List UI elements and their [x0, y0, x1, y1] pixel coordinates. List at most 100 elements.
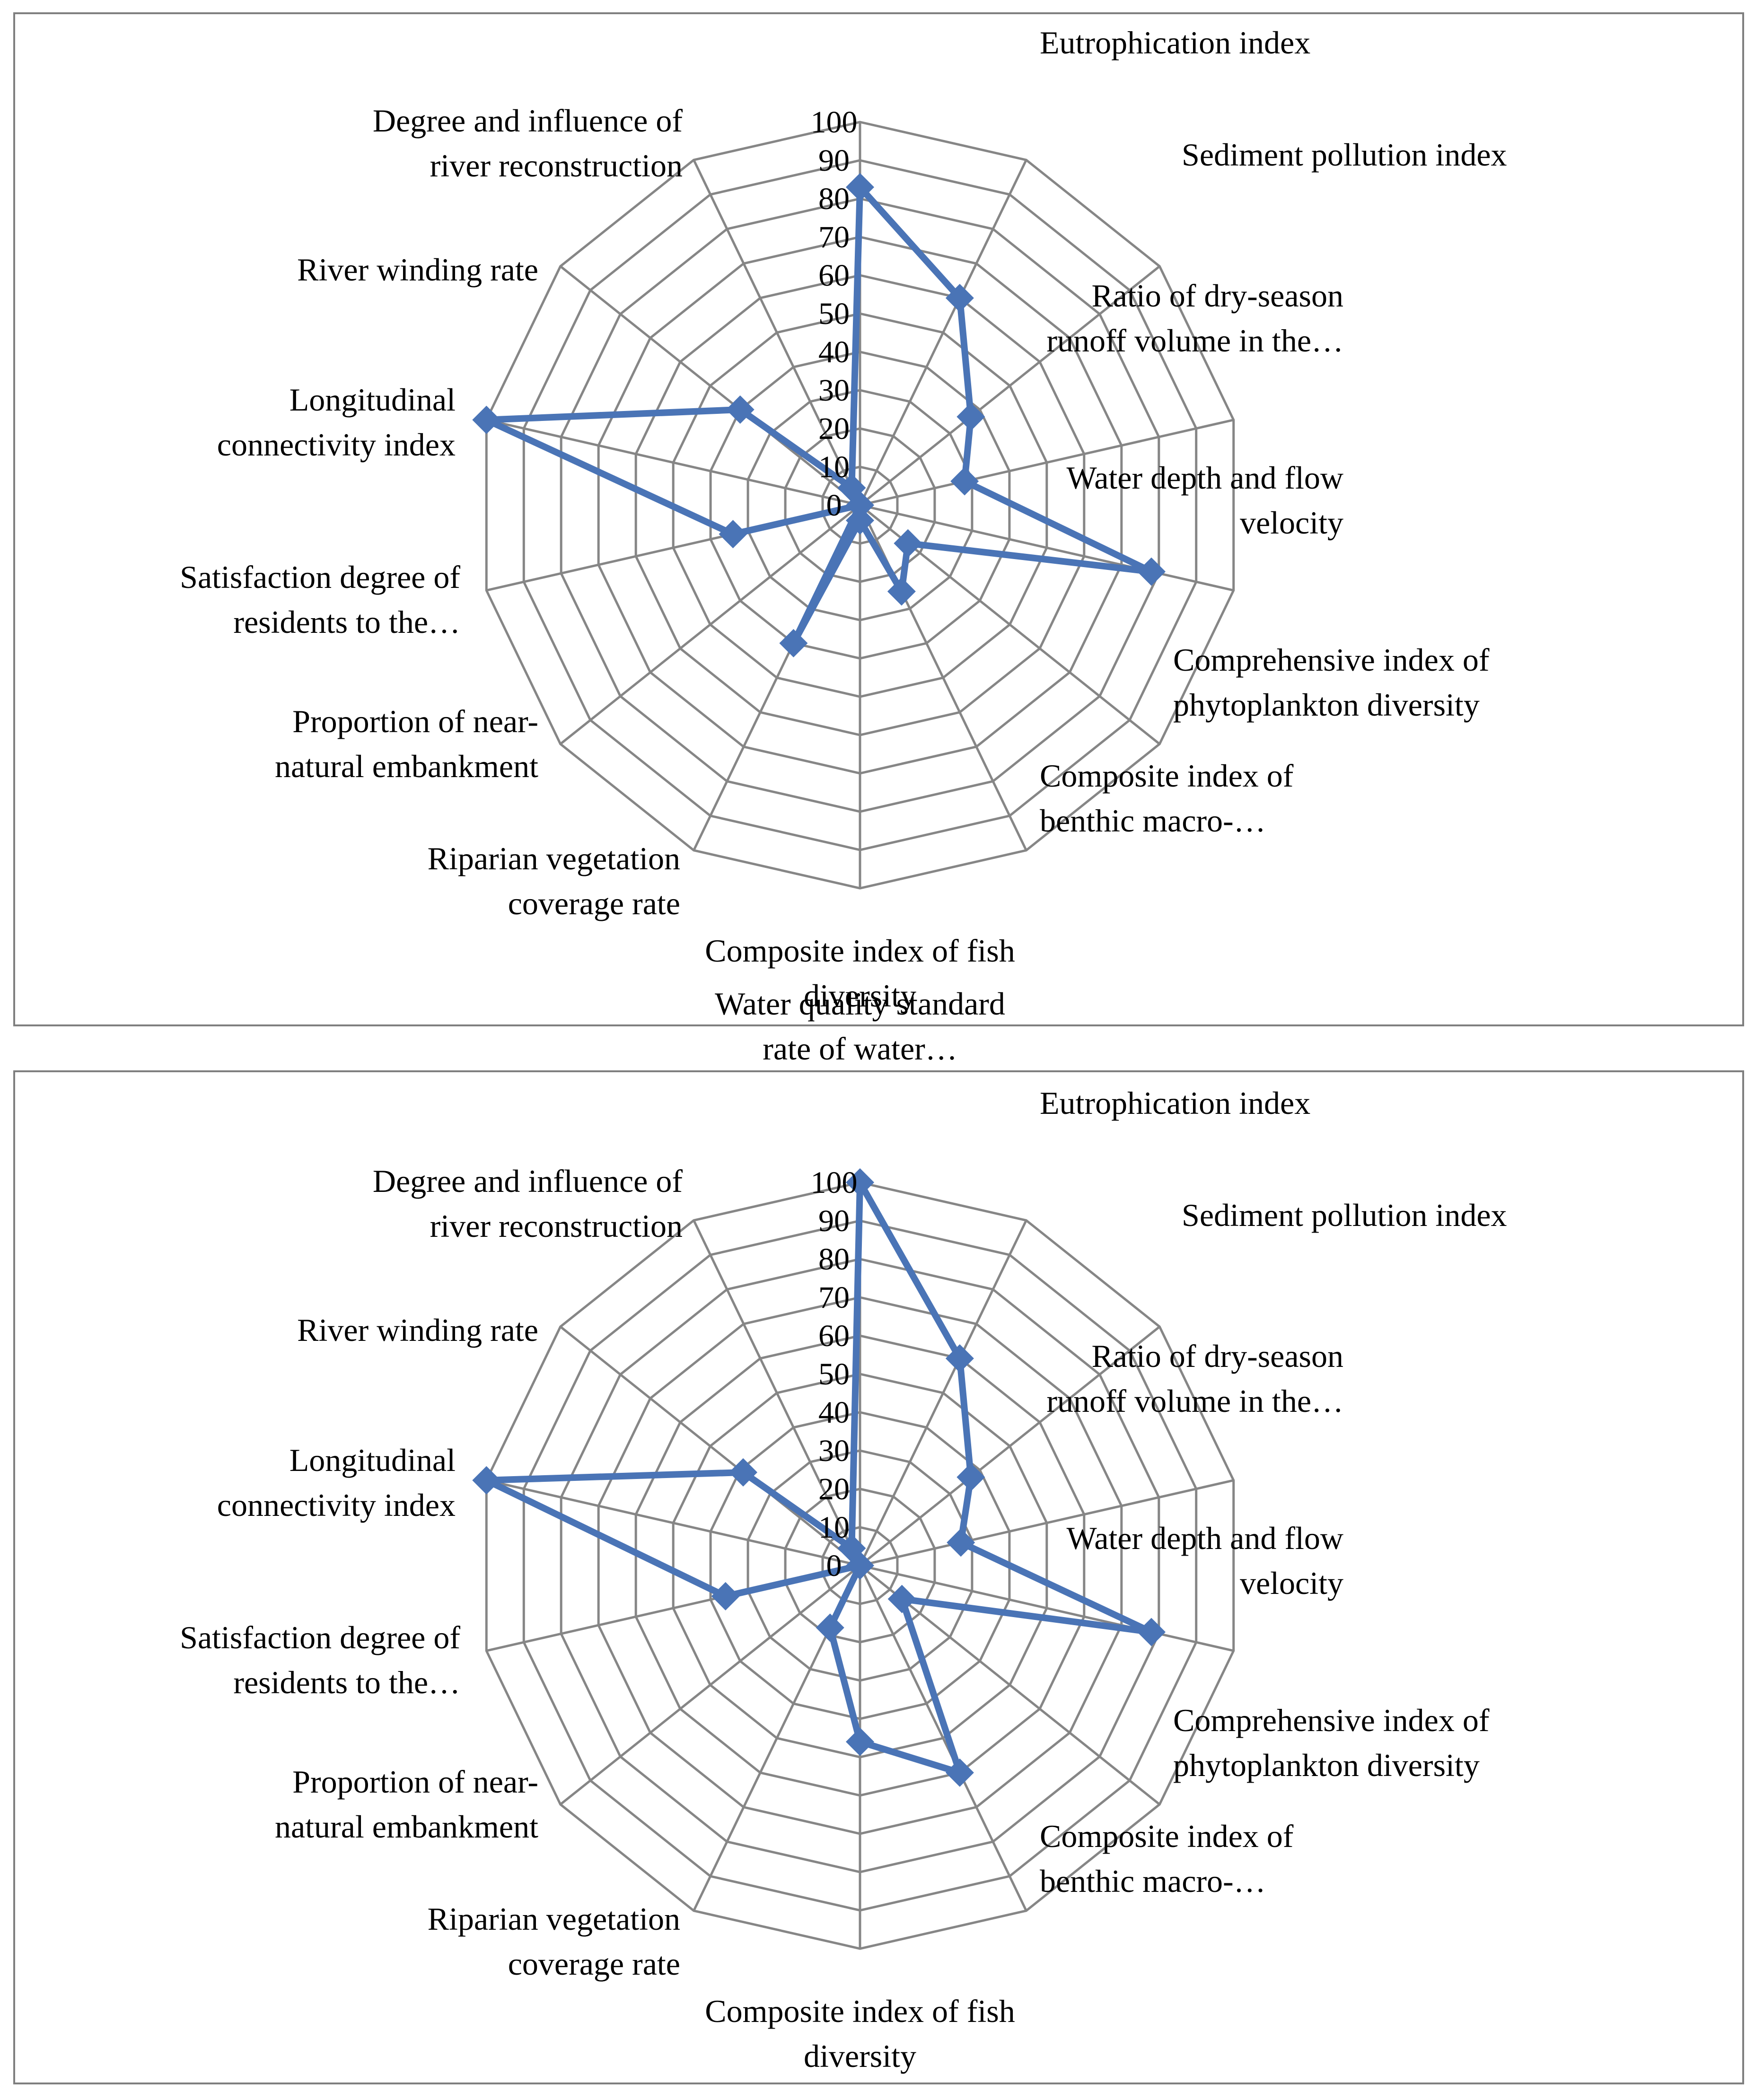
radial-tick-label: 50 [818, 297, 850, 331]
category-label-line: diversity [804, 978, 916, 1014]
category-label: Composite index of fish diversity [705, 933, 1015, 1014]
category-label-line: Sediment pollution index [1182, 1197, 1507, 1233]
axis-spoke [693, 1220, 861, 1566]
category-label: Longitudinal connectivity index [217, 382, 456, 463]
category-label-line: coverage rate [508, 885, 680, 921]
category-label: Composite index of fish diversity [705, 1993, 1015, 2074]
category-label: River winding rate [297, 1312, 538, 1348]
category-label-line: Riparian vegetation [428, 840, 680, 876]
axis-spoke [860, 504, 1234, 592]
axis-spoke [859, 1565, 1160, 1805]
axis-spoke [560, 1326, 861, 1566]
data-point-marker [945, 1758, 974, 1787]
category-label: Eutrophication index [1040, 1085, 1310, 1121]
category-label-line: benthic macro-… [1040, 803, 1266, 839]
category-label-line: Ratio of dry-season [1091, 278, 1343, 314]
category-label-line: River winding rate [297, 1312, 538, 1348]
radial-tick-label: 70 [818, 220, 850, 254]
category-label: Sediment pollution index [1182, 137, 1507, 173]
radial-tick-label: 40 [818, 1395, 850, 1430]
radial-tick-label: 90 [818, 1204, 850, 1238]
data-point-marker [719, 520, 747, 549]
category-label: Longitudinal connectivity index [217, 1442, 456, 1523]
data-point-marker [846, 1727, 874, 1756]
data-point-marker [472, 1466, 501, 1495]
category-label-line: residents to the… [233, 604, 460, 640]
radial-tick-label: 70 [818, 1280, 850, 1315]
category-label-line: velocity [1240, 505, 1343, 541]
category-label: Riparian vegetation coverage rate [428, 840, 680, 921]
radial-tick-label: 10 [818, 450, 850, 484]
data-point-marker [945, 284, 974, 313]
category-label-line: Eutrophication index [1040, 1085, 1310, 1121]
radial-tick-label: 30 [818, 1434, 850, 1468]
data-point-marker [846, 506, 874, 535]
chart-frame [13, 1070, 1744, 2084]
data-point-marker [1137, 1618, 1166, 1646]
category-label-line: coverage rate [508, 1946, 680, 1982]
data-point-marker [837, 473, 866, 502]
category-label-line: River winding rate [297, 252, 538, 288]
category-label-line: Degree and influence of [373, 1163, 683, 1199]
category-label-line: Proportion of near- [292, 1764, 538, 1800]
axis-spoke [693, 159, 861, 506]
category-label: Degree and influence of river reconstruct… [373, 1163, 683, 1244]
axis-spoke [859, 1220, 1027, 1566]
data-point-marker [779, 629, 808, 657]
axis-spoke [560, 504, 861, 745]
category-label: Composite index of benthic macro-… [1040, 1818, 1294, 1899]
category-label: Proportion of near-natural embankment [275, 703, 538, 784]
data-point-marker [711, 1582, 740, 1610]
category-label-line: Water depth and flow [1066, 460, 1343, 496]
category-label: Comprehensive index of phytoplankton dive… [1173, 642, 1490, 723]
category-label-line: Satisfaction degree of [180, 1619, 460, 1655]
category-label-line: Composite index of [1040, 758, 1294, 794]
category-label-line: Comprehensive index of [1173, 1702, 1490, 1738]
category-label: Proportion of near-natural embankment [275, 1764, 538, 1845]
data-point-marker [472, 405, 501, 434]
category-label: Eutrophication index [1040, 25, 1310, 61]
category-label-line: Proportion of near- [292, 703, 538, 739]
data-point-marker [816, 1613, 844, 1642]
category-label-line: Sediment pollution index [1182, 137, 1507, 173]
category-label-line: rate of water… [763, 1031, 957, 1067]
category-label-line: phytoplankton diversity [1173, 687, 1480, 723]
data-point-marker [837, 1534, 866, 1563]
category-label-line: Composite index of [1040, 1818, 1294, 1854]
category-label-line: diversity [804, 2038, 916, 2074]
category-label-line: benthic macro-… [1040, 1863, 1266, 1899]
category-label: Water depth and flow velocity [1066, 1520, 1343, 1601]
data-point-marker [726, 395, 755, 424]
data-point-marker [887, 1584, 916, 1613]
category-label-line: Water depth and flow [1066, 1520, 1343, 1556]
radial-tick-label: 80 [818, 1242, 850, 1277]
category-label: Water depth and flow velocity [1066, 460, 1343, 541]
axis-spoke [859, 1326, 1160, 1566]
category-label: Ratio of dry-season runoff volume in the… [1046, 1338, 1343, 1419]
radial-tick-label: 80 [818, 182, 850, 216]
axis-spoke [560, 265, 861, 506]
category-label: Degree and influence of river reconstruct… [373, 103, 683, 184]
radial-tick-label: 60 [818, 258, 850, 293]
category-label-line: Degree and influence of [373, 103, 683, 139]
category-label: Comprehensive index of phytoplankton dive… [1173, 1702, 1490, 1783]
category-label-line: runoff volume in the… [1046, 1383, 1343, 1419]
radial-tick-label: 10 [818, 1510, 850, 1545]
data-point-marker [956, 1463, 985, 1492]
category-label-line: Composite index of fish [705, 933, 1015, 969]
category-label-line: connectivity index [217, 1487, 456, 1523]
radial-tick-label: 50 [818, 1357, 850, 1391]
category-label-line: velocity [1240, 1565, 1343, 1601]
radial-tick-label: 20 [818, 1472, 850, 1506]
category-label-line: connectivity index [217, 427, 456, 463]
data-point-marker [887, 577, 916, 606]
category-label-line: Composite index of fish [705, 1993, 1015, 2029]
axis-spoke [860, 1564, 1234, 1652]
axis-spoke [859, 265, 1160, 506]
